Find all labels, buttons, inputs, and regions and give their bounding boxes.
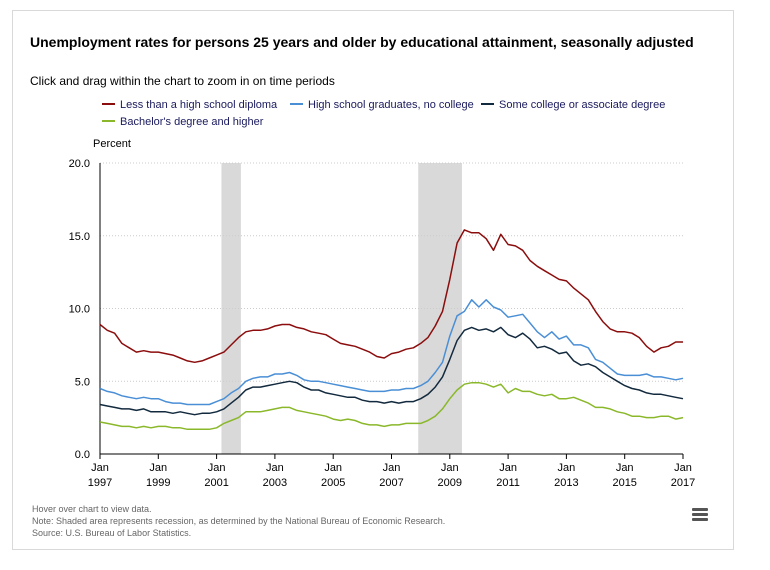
legend-swatch (481, 103, 494, 106)
hover-note: Hover over chart to view data. (32, 504, 152, 514)
y-tick-label: 10.0 (69, 304, 90, 316)
x-tick-year-label: 1997 (88, 477, 112, 489)
recession-note: Note: Shaded area represents recession, … (32, 516, 446, 526)
x-tick-month-label: Jan (383, 462, 401, 474)
legend-item-less-than-hs[interactable]: Less than a high school diploma (102, 99, 277, 111)
chart-container (12, 10, 734, 550)
legend-label: High school graduates, no college (308, 99, 474, 111)
source-note: Source: U.S. Bureau of Labor Statistics. (32, 528, 192, 538)
recession-band (221, 163, 241, 454)
series-line-3 (99, 381, 684, 431)
x-tick-month-label: Jan (324, 462, 342, 474)
chart-title: Unemployment rates for persons 25 years … (30, 34, 694, 50)
y-tick-label: 5.0 (75, 376, 90, 388)
legend-label: Bachelor's degree and higher (120, 116, 264, 128)
x-tick-year-label: 2011 (496, 477, 520, 489)
x-tick-month-label: Jan (149, 462, 167, 474)
y-tick-label: 15.0 (69, 231, 90, 243)
x-tick-month-label: Jan (441, 462, 459, 474)
x-tick-year-label: 1999 (146, 477, 170, 489)
x-tick-year-label: 2017 (671, 477, 695, 489)
legend-item-some-college[interactable]: Some college or associate degree (481, 99, 665, 111)
x-tick-month-label: Jan (91, 462, 109, 474)
legend-item-hs-grad[interactable]: High school graduates, no college (290, 99, 474, 111)
x-tick-month-label: Jan (558, 462, 576, 474)
legend-label: Some college or associate degree (499, 99, 666, 111)
chart-footer: Hover over chart to view data. Note: Sha… (32, 503, 445, 539)
legend-item-bachelors[interactable]: Bachelor's degree and higher (102, 116, 263, 128)
x-tick-year-label: 2003 (263, 477, 287, 489)
y-tick-label: 0.0 (75, 449, 90, 461)
series-line-0 (99, 229, 683, 364)
legend-swatch (102, 103, 115, 106)
series-line-1 (99, 299, 684, 406)
x-tick-month-label: Jan (499, 462, 517, 474)
legend-swatch (290, 103, 303, 106)
legend-swatch (102, 120, 115, 123)
x-tick-year-label: 2001 (204, 477, 228, 489)
x-tick-year-label: 2007 (379, 477, 403, 489)
x-tick-month-label: Jan (674, 462, 692, 474)
hamburger-menu-icon[interactable] (692, 508, 710, 524)
legend-label: Less than a high school diploma (120, 99, 278, 111)
x-tick-month-label: Jan (208, 462, 226, 474)
x-tick-month-label: Jan (616, 462, 634, 474)
y-axis-label: Percent (93, 138, 131, 150)
x-tick-year-label: 2009 (438, 477, 462, 489)
chart-subtitle: Click and drag within the chart to zoom … (30, 74, 335, 88)
x-tick-year-label: 2015 (612, 477, 636, 489)
x-tick-year-label: 2005 (321, 477, 345, 489)
y-tick-label: 20.0 (69, 158, 90, 170)
series-line-2 (99, 326, 684, 416)
x-tick-month-label: Jan (266, 462, 284, 474)
x-tick-year-label: 2013 (554, 477, 578, 489)
